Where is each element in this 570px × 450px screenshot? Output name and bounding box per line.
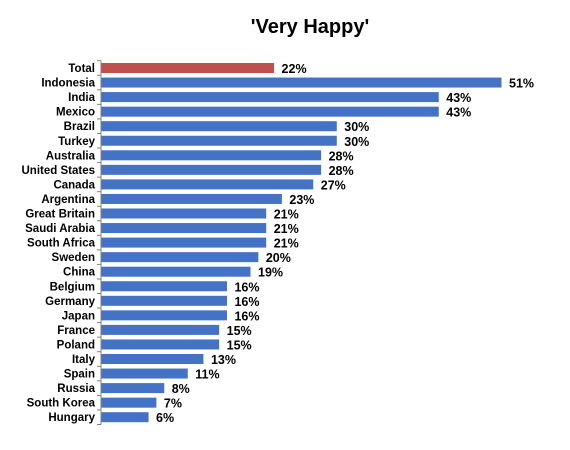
bar [101, 150, 322, 161]
bar [101, 121, 337, 132]
data-label: 30% [344, 135, 369, 149]
data-label: 30% [344, 120, 369, 134]
data-label: 27% [321, 178, 346, 192]
bar [101, 339, 220, 350]
data-label: 16% [234, 295, 259, 309]
category-label: Japan [62, 310, 95, 322]
bar [101, 164, 322, 175]
category-label: Brazil [64, 121, 95, 133]
category-label: Indonesia [41, 78, 95, 90]
data-label: 16% [234, 280, 259, 294]
category-label: Turkey [58, 136, 95, 148]
category-label: Argentina [41, 194, 95, 206]
data-label: 28% [329, 164, 354, 178]
bar [101, 92, 439, 103]
data-label: 20% [266, 251, 291, 265]
data-label: 16% [234, 309, 259, 323]
category-label: Belgium [50, 281, 95, 293]
category-label: Sweden [52, 252, 95, 264]
bar [101, 324, 220, 335]
bar [101, 281, 227, 292]
data-label: 11% [195, 368, 219, 382]
data-label: 21% [274, 237, 299, 251]
bar [101, 252, 259, 263]
category-label: United States [22, 165, 96, 177]
data-label: 43% [446, 91, 471, 105]
bar [101, 135, 337, 146]
data-label: 19% [258, 266, 283, 280]
chart-title: 'Very Happy' [250, 16, 370, 38]
category-label: Great Britain [25, 209, 95, 221]
bar [101, 412, 149, 423]
category-label: Hungary [48, 412, 95, 424]
bar [101, 193, 282, 204]
category-label: Total [68, 63, 95, 75]
category-label: China [63, 267, 96, 279]
bar [101, 237, 267, 248]
bar [101, 383, 165, 394]
category-label: India [68, 92, 95, 104]
category-label: Russia [57, 383, 95, 395]
data-label: 13% [211, 353, 236, 367]
data-label: 8% [172, 382, 190, 396]
bar [101, 295, 227, 306]
data-label: 23% [289, 193, 314, 207]
category-label: Poland [57, 339, 95, 351]
bar [101, 77, 502, 88]
data-label: 21% [274, 222, 299, 236]
data-label: 15% [227, 324, 252, 338]
data-label: 6% [156, 411, 174, 425]
category-label: Mexico [56, 107, 95, 119]
data-label: 51% [509, 77, 534, 91]
bar [101, 397, 157, 408]
category-label: France [57, 325, 95, 337]
bar [101, 63, 275, 73]
category-label: Canada [53, 179, 95, 191]
bar [101, 354, 204, 364]
category-label: Saudi Arabia [25, 223, 95, 235]
data-label: 7% [164, 397, 182, 411]
category-label: Germany [45, 296, 95, 308]
bar [101, 310, 227, 321]
bar [101, 179, 314, 190]
category-label: Spain [64, 369, 95, 381]
data-label: 15% [227, 338, 252, 352]
category-label: Italy [72, 354, 96, 366]
bar [101, 208, 267, 219]
bar [101, 266, 251, 277]
data-label: 22% [282, 62, 307, 76]
data-label: 28% [329, 149, 354, 163]
bar [101, 223, 267, 234]
data-label: 21% [274, 208, 299, 222]
category-label: South Africa [27, 238, 96, 250]
category-label: South Korea [27, 398, 96, 410]
bar [101, 106, 439, 117]
data-label: 43% [446, 106, 471, 120]
bar [101, 368, 188, 379]
category-label: Australia [46, 150, 96, 162]
